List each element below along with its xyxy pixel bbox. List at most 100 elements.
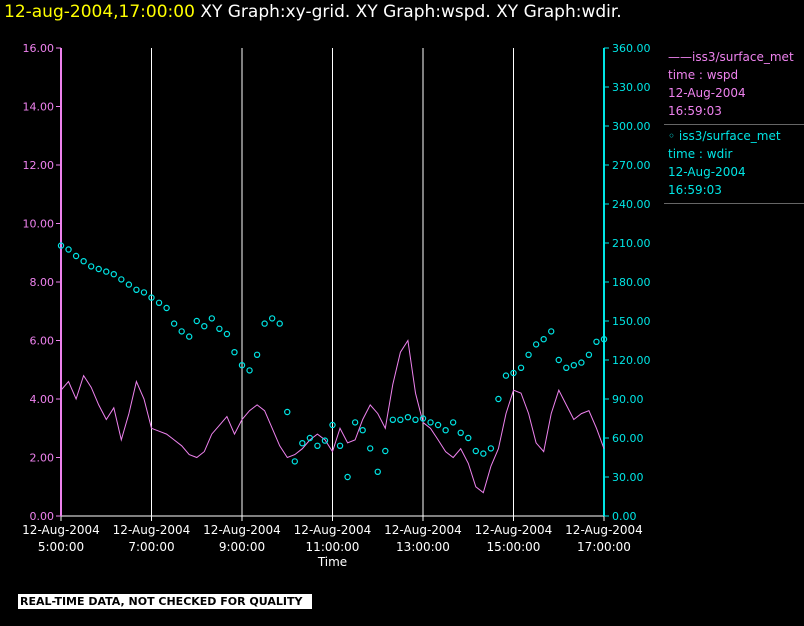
x-tick-label-date: 12-Aug-2004 bbox=[113, 523, 191, 537]
x-tick-label-date: 12-Aug-2004 bbox=[384, 523, 462, 537]
wdir-data-point bbox=[133, 286, 140, 293]
wdir-data-point bbox=[268, 315, 276, 322]
wdir-data-point bbox=[299, 440, 306, 447]
wdir-data-point bbox=[276, 320, 283, 327]
wdir-data-point bbox=[125, 281, 133, 288]
wdir-data-point bbox=[389, 416, 397, 423]
wdir-data-point bbox=[231, 349, 238, 356]
wdir-data-point bbox=[284, 408, 291, 416]
y-right-tick-label: 90.00 bbox=[612, 393, 644, 406]
wdir-data-point bbox=[532, 341, 540, 348]
wdir-data-point bbox=[246, 367, 253, 374]
y-right-tick-label: 360.00 bbox=[612, 42, 651, 55]
y-left-tick-label: 4.00 bbox=[30, 393, 55, 406]
wdir-data-point bbox=[261, 320, 268, 327]
wdir-data-point bbox=[427, 419, 434, 426]
wdir-data-point bbox=[201, 323, 208, 330]
wdir-data-point bbox=[525, 351, 532, 358]
y-left-tick-label: 6.00 bbox=[30, 335, 55, 348]
x-tick-label-time: 5:00:00 bbox=[38, 540, 84, 554]
wdir-data-point bbox=[412, 416, 419, 423]
legend-wdir-line-4: 16:59:03 bbox=[668, 183, 722, 197]
y-right-tick-label: 270.00 bbox=[612, 159, 651, 172]
wdir-data-point bbox=[397, 416, 404, 423]
x-tick-label-time: 13:00:00 bbox=[396, 540, 450, 554]
wdir-data-point bbox=[344, 473, 351, 481]
y-right-tick-label: 30.00 bbox=[612, 471, 644, 484]
y-right-tick-label: 300.00 bbox=[612, 120, 651, 133]
y-right-tick-label: 150.00 bbox=[612, 315, 651, 328]
wdir-data-point bbox=[449, 419, 457, 426]
wdir-data-point bbox=[434, 421, 442, 429]
y-right-tick-label: 60.00 bbox=[612, 432, 644, 445]
wdir-data-point bbox=[314, 442, 321, 449]
wdir-data-point bbox=[367, 445, 374, 452]
y-right-tick-label: 210.00 bbox=[612, 237, 651, 250]
wdir-data-point bbox=[382, 447, 389, 455]
wdir-data-point bbox=[419, 415, 427, 422]
wdir-data-point bbox=[80, 258, 87, 265]
y-right-tick-label: 240.00 bbox=[612, 198, 651, 211]
wdir-data-point bbox=[140, 289, 148, 296]
legend-wdir-line-3: 12-Aug-2004 bbox=[668, 165, 746, 179]
wdir-data-point bbox=[442, 427, 449, 434]
wdir-data-point bbox=[465, 434, 472, 442]
x-tick-label-time: 17:00:00 bbox=[577, 540, 631, 554]
wdir-data-point bbox=[540, 336, 547, 343]
wdir-data-point bbox=[118, 276, 125, 283]
wdir-data-point bbox=[291, 458, 298, 465]
x-tick-label-time: 9:00:00 bbox=[219, 540, 265, 554]
legend-wdir-line-1: ◦ iss3/surface_met bbox=[668, 129, 781, 143]
legend-wspd-line-3: 12-Aug-2004 bbox=[668, 86, 746, 100]
wdir-data-point bbox=[110, 271, 117, 278]
y-right-tick-label: 120.00 bbox=[612, 354, 651, 367]
legend-wdir-line-2: time : wdir bbox=[668, 147, 733, 161]
wdir-data-point bbox=[253, 351, 261, 358]
wdir-data-point bbox=[480, 450, 487, 457]
x-tick-label-date: 12-Aug-2004 bbox=[565, 523, 643, 537]
wdir-data-point bbox=[578, 359, 585, 366]
wdir-data-point bbox=[216, 325, 223, 332]
wdir-data-point bbox=[495, 395, 502, 403]
legend-entry-wdir: ◦ iss3/surface_met time : wdir 12-Aug-20… bbox=[664, 125, 804, 204]
x-tick-label-time: 11:00:00 bbox=[306, 540, 360, 554]
wdir-data-point bbox=[208, 315, 216, 322]
y-right-tick-label: 180.00 bbox=[612, 276, 651, 289]
legend-wspd-line-1: ——iss3/surface_met bbox=[668, 50, 794, 64]
wdir-data-point bbox=[170, 320, 178, 327]
wdir-data-point bbox=[555, 356, 562, 364]
y-left-tick-label: 8.00 bbox=[30, 276, 55, 289]
x-tick-label-date: 12-Aug-2004 bbox=[294, 523, 372, 537]
wdir-data-point bbox=[548, 328, 555, 335]
x-tick-label-date: 12-Aug-2004 bbox=[475, 523, 553, 537]
wdir-data-point bbox=[306, 434, 314, 442]
y-left-tick-label: 10.00 bbox=[23, 218, 55, 231]
wdir-data-point bbox=[329, 421, 336, 429]
wdir-data-point bbox=[238, 362, 246, 369]
wdir-data-point bbox=[148, 294, 155, 301]
wdir-data-point bbox=[163, 304, 170, 312]
y-left-tick-label: 2.00 bbox=[30, 452, 55, 465]
x-axis-label: Time bbox=[317, 555, 347, 569]
wdir-data-point bbox=[103, 268, 110, 275]
wdir-data-point bbox=[72, 252, 80, 260]
wdir-data-point bbox=[457, 429, 464, 436]
wspd-series-line bbox=[60, 339, 605, 494]
legend: ——iss3/surface_met time : wspd 12-Aug-20… bbox=[664, 46, 804, 204]
title-timestamp: 12-aug-2004,17:00:00 bbox=[4, 2, 195, 22]
wdir-data-point bbox=[321, 437, 329, 444]
x-tick-label-time: 7:00:00 bbox=[128, 540, 174, 554]
wdir-data-point bbox=[570, 362, 578, 369]
legend-entry-wspd: ——iss3/surface_met time : wspd 12-Aug-20… bbox=[664, 46, 804, 125]
y-right-tick-label: 330.00 bbox=[612, 81, 651, 94]
wdir-data-point bbox=[57, 242, 65, 249]
wdir-data-point bbox=[563, 364, 570, 371]
wdir-data-point bbox=[95, 265, 102, 273]
y-right-tick-label: 0.00 bbox=[612, 510, 637, 523]
wdir-data-point bbox=[351, 419, 359, 426]
wdir-data-point bbox=[186, 333, 193, 340]
wdir-data-point bbox=[87, 263, 95, 270]
wdir-data-point bbox=[193, 317, 200, 325]
y-left-tick-label: 14.00 bbox=[23, 101, 55, 114]
